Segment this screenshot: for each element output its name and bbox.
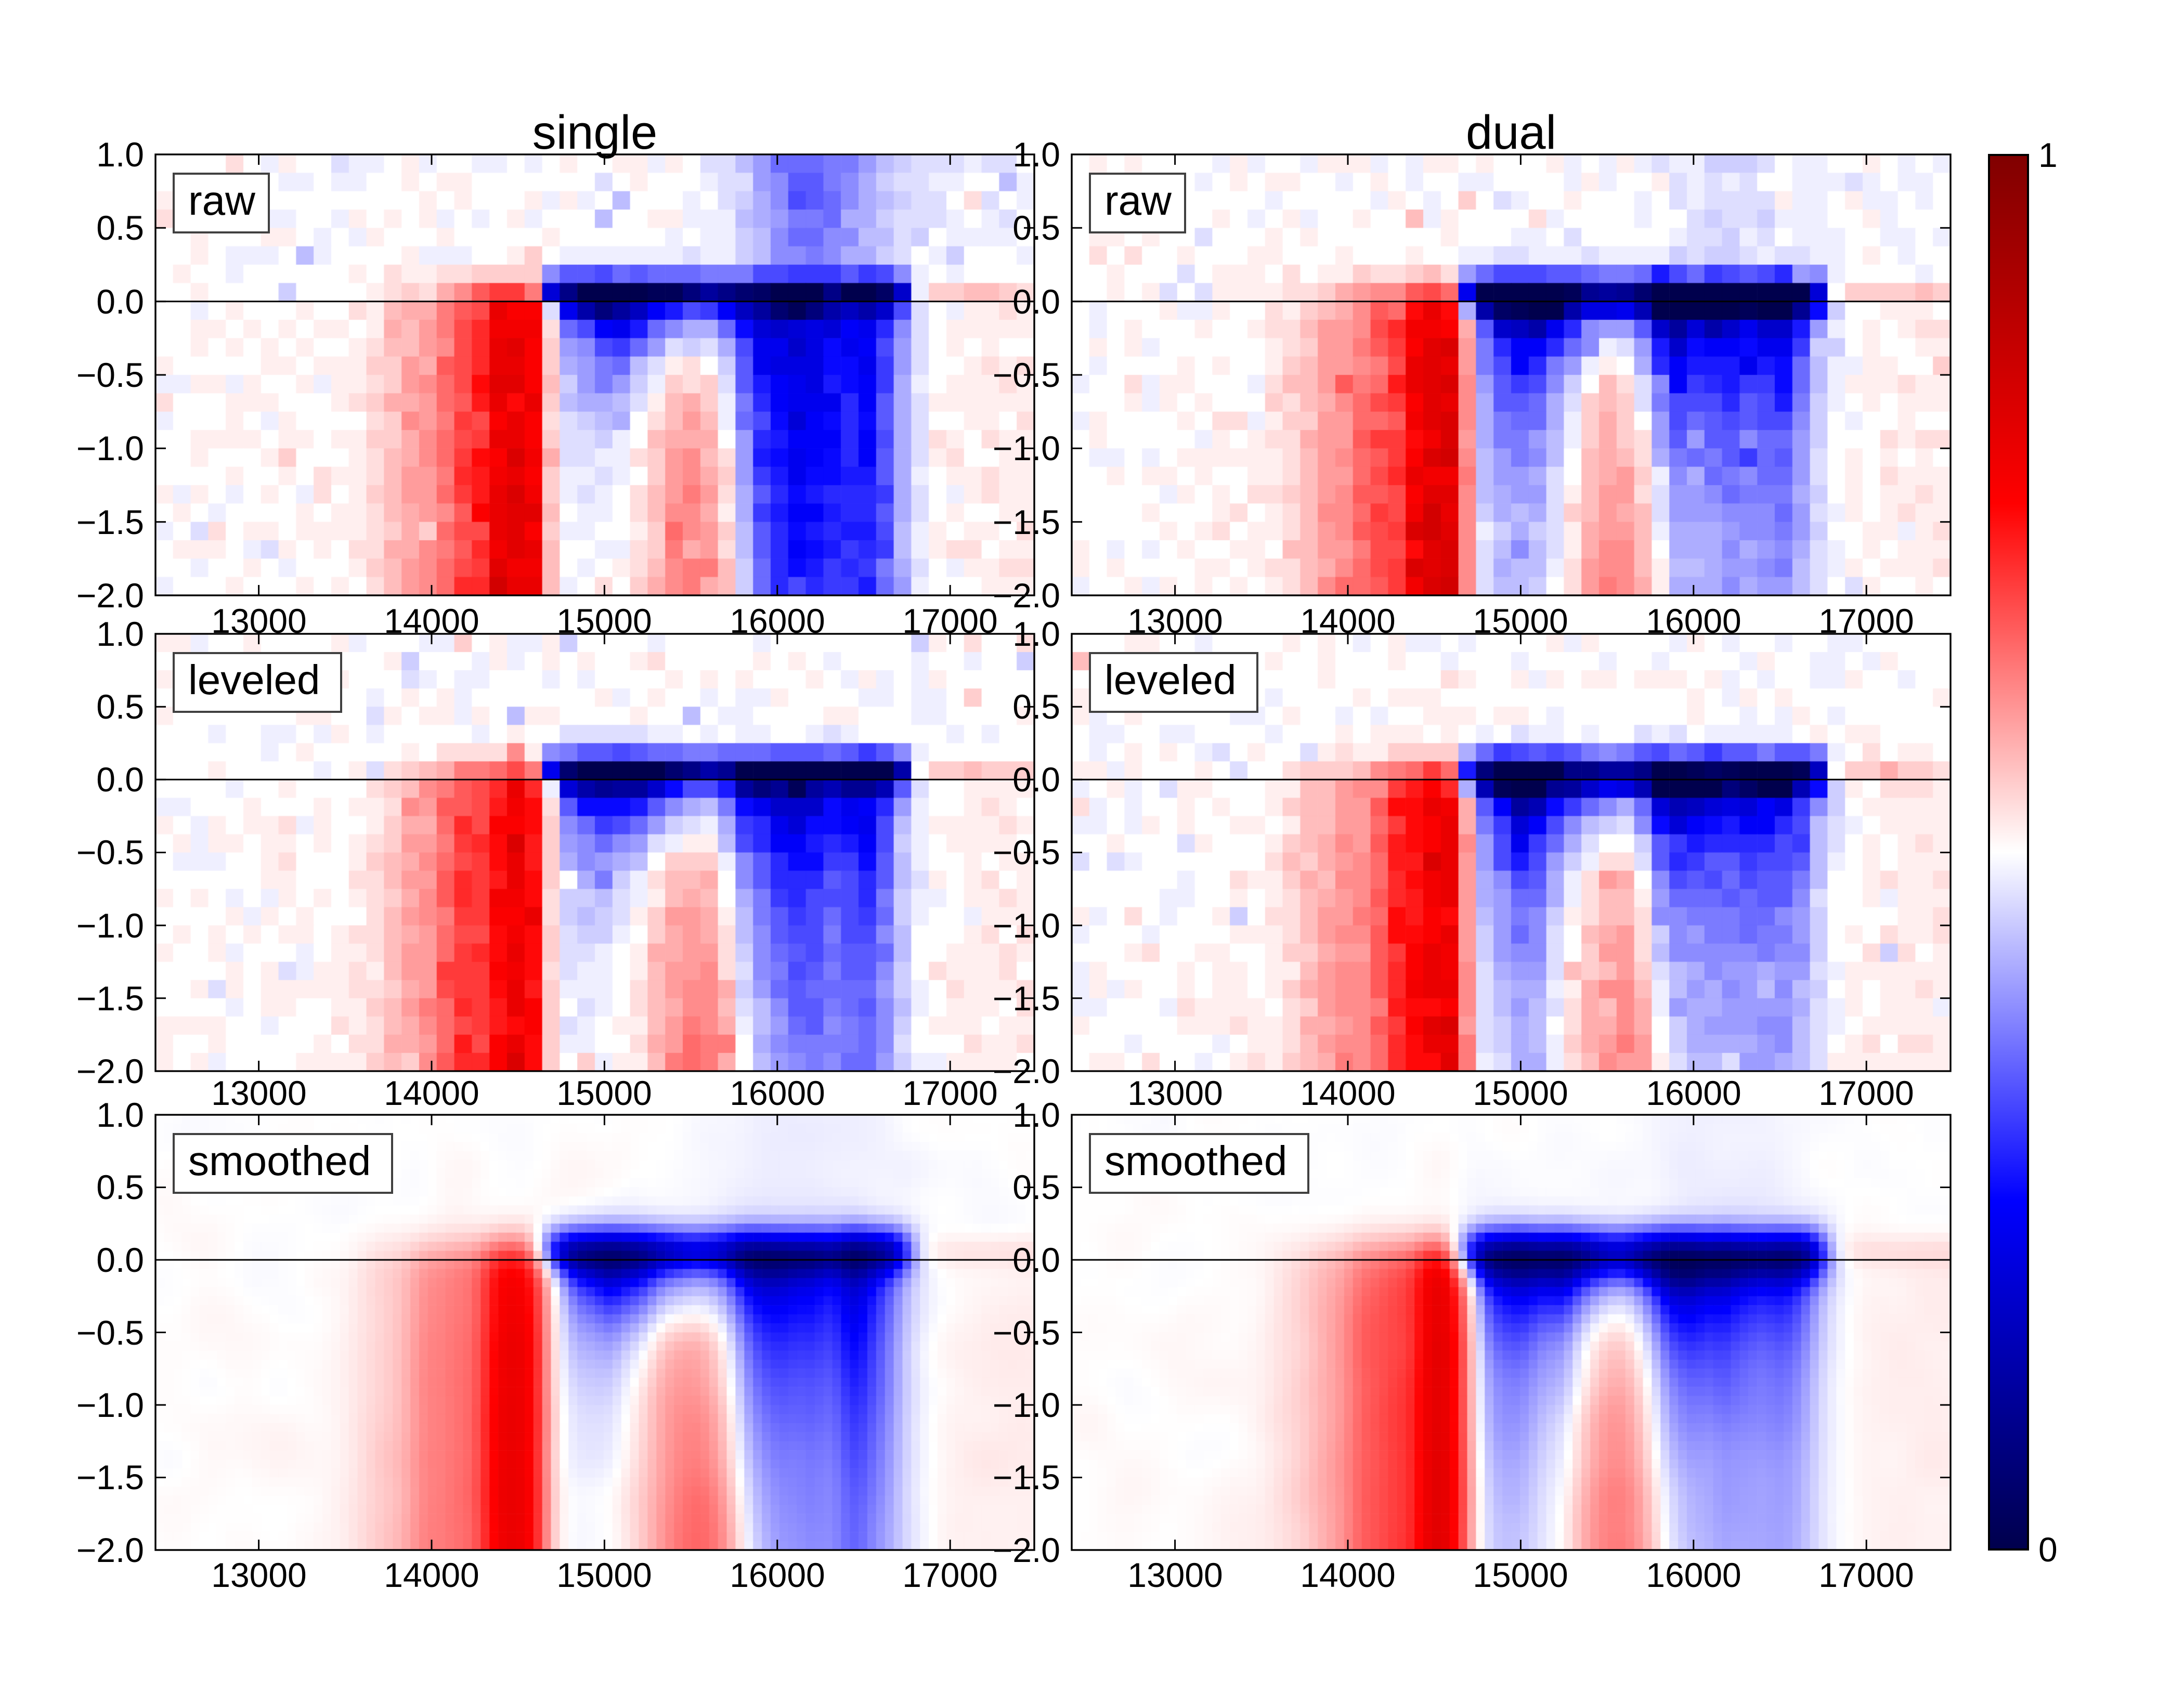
svg-text:−2.0: −2.0 <box>76 1052 144 1090</box>
svg-text:−1.0: −1.0 <box>76 429 144 467</box>
svg-text:0.5: 0.5 <box>96 1168 144 1206</box>
svg-text:16000: 16000 <box>730 1556 825 1594</box>
svg-text:−0.5: −0.5 <box>993 1313 1060 1352</box>
svg-text:dual: dual <box>1466 106 1556 159</box>
svg-text:13000: 13000 <box>211 1074 307 1112</box>
svg-text:−2.0: −2.0 <box>76 576 144 615</box>
svg-text:0.5: 0.5 <box>96 687 144 726</box>
svg-text:single: single <box>532 106 657 159</box>
svg-text:1.0: 1.0 <box>96 615 144 653</box>
svg-text:−2.0: −2.0 <box>76 1531 144 1569</box>
svg-text:0: 0 <box>2038 1530 2058 1569</box>
svg-text:−0.5: −0.5 <box>76 833 144 871</box>
svg-text:15000: 15000 <box>1473 602 1568 640</box>
svg-text:17000: 17000 <box>1818 1074 1914 1112</box>
svg-text:17000: 17000 <box>902 602 998 640</box>
svg-text:−1.5: −1.5 <box>993 503 1060 541</box>
svg-text:−0.5: −0.5 <box>993 833 1060 871</box>
svg-text:13000: 13000 <box>1127 1556 1223 1594</box>
svg-text:13000: 13000 <box>211 602 307 640</box>
svg-text:14000: 14000 <box>384 1556 479 1594</box>
svg-text:13000: 13000 <box>211 1556 307 1594</box>
svg-text:−1.0: −1.0 <box>76 1386 144 1424</box>
svg-text:raw: raw <box>188 177 255 224</box>
svg-text:15000: 15000 <box>556 602 652 640</box>
svg-text:1.0: 1.0 <box>1012 1096 1060 1134</box>
svg-text:−0.5: −0.5 <box>76 356 144 394</box>
svg-text:0.0: 0.0 <box>1012 1241 1060 1279</box>
svg-text:0.0: 0.0 <box>96 282 144 321</box>
svg-text:17000: 17000 <box>1818 1556 1914 1594</box>
svg-text:13000: 13000 <box>1127 602 1223 640</box>
svg-text:1.0: 1.0 <box>96 135 144 174</box>
svg-text:16000: 16000 <box>730 1074 825 1112</box>
svg-text:0.5: 0.5 <box>96 209 144 247</box>
svg-text:−1.5: −1.5 <box>76 503 144 541</box>
svg-text:15000: 15000 <box>556 1074 652 1112</box>
svg-text:−1.5: −1.5 <box>76 979 144 1018</box>
svg-text:0.5: 0.5 <box>1012 209 1060 247</box>
svg-text:−1.0: −1.0 <box>993 429 1060 467</box>
svg-text:13000: 13000 <box>1127 1074 1223 1112</box>
svg-text:16000: 16000 <box>1646 602 1741 640</box>
svg-text:smoothed: smoothed <box>1104 1138 1287 1184</box>
svg-text:15000: 15000 <box>556 1556 652 1594</box>
svg-text:1: 1 <box>2038 136 2058 174</box>
svg-text:14000: 14000 <box>1300 602 1396 640</box>
svg-text:1.0: 1.0 <box>1012 615 1060 653</box>
svg-text:14000: 14000 <box>1300 1556 1396 1594</box>
svg-text:−1.0: −1.0 <box>993 906 1060 945</box>
svg-text:15000: 15000 <box>1473 1556 1568 1594</box>
svg-text:−1.5: −1.5 <box>76 1458 144 1496</box>
svg-text:17000: 17000 <box>902 1074 998 1112</box>
svg-text:−2.0: −2.0 <box>993 1531 1060 1569</box>
svg-text:−1.5: −1.5 <box>993 1458 1060 1496</box>
svg-text:17000: 17000 <box>1818 602 1914 640</box>
svg-text:14000: 14000 <box>1300 1074 1396 1112</box>
svg-text:15000: 15000 <box>1473 1074 1568 1112</box>
svg-text:1.0: 1.0 <box>96 1096 144 1134</box>
svg-text:−0.5: −0.5 <box>993 356 1060 394</box>
svg-text:raw: raw <box>1104 177 1172 224</box>
svg-text:0.0: 0.0 <box>1012 760 1060 799</box>
svg-text:14000: 14000 <box>384 602 479 640</box>
svg-text:16000: 16000 <box>1646 1556 1741 1594</box>
svg-text:−1.5: −1.5 <box>993 979 1060 1018</box>
svg-text:0.5: 0.5 <box>1012 687 1060 726</box>
svg-text:0.5: 0.5 <box>1012 1168 1060 1206</box>
svg-text:−1.0: −1.0 <box>993 1386 1060 1424</box>
svg-text:−1.0: −1.0 <box>76 906 144 945</box>
svg-text:smoothed: smoothed <box>188 1138 371 1184</box>
svg-text:0.0: 0.0 <box>96 760 144 799</box>
svg-text:leveled: leveled <box>188 657 320 703</box>
svg-text:0.0: 0.0 <box>1012 282 1060 321</box>
svg-text:17000: 17000 <box>902 1556 998 1594</box>
svg-text:16000: 16000 <box>730 602 825 640</box>
svg-text:−0.5: −0.5 <box>76 1313 144 1352</box>
svg-text:16000: 16000 <box>1646 1074 1741 1112</box>
svg-text:−2.0: −2.0 <box>993 576 1060 615</box>
svg-text:0.0: 0.0 <box>96 1241 144 1279</box>
svg-text:leveled: leveled <box>1104 657 1237 703</box>
svg-text:−2.0: −2.0 <box>993 1052 1060 1090</box>
svg-text:14000: 14000 <box>384 1074 479 1112</box>
svg-text:1.0: 1.0 <box>1012 135 1060 174</box>
